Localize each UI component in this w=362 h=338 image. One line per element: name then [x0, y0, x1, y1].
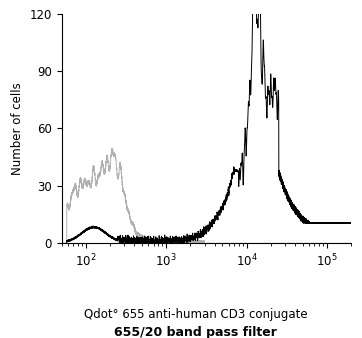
- Text: 655/20 band pass filter: 655/20 band pass filter: [114, 326, 277, 338]
- Text: Qdot° 655 anti-human CD3 conjugate: Qdot° 655 anti-human CD3 conjugate: [84, 308, 307, 320]
- Y-axis label: Number of cells: Number of cells: [11, 82, 24, 175]
